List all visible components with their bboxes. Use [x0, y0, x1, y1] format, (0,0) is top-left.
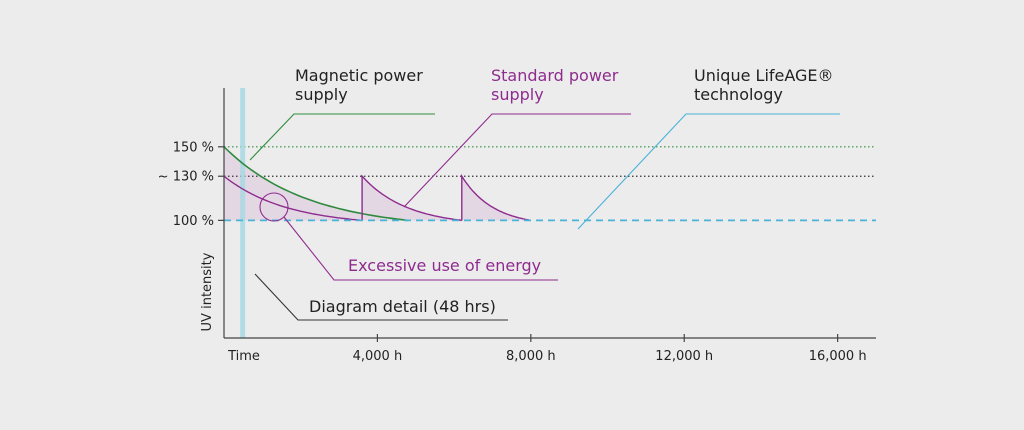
annotation-diagram-detail: Diagram detail (48 hrs) — [309, 297, 496, 316]
callout-standard — [403, 113, 631, 208]
callout-detail — [254, 273, 508, 321]
callout-excessive — [283, 216, 558, 281]
y-axis-label: UV intensity — [200, 252, 215, 331]
x-tick-label-4000: 4,000 h — [353, 349, 403, 364]
diagram-detail-band — [240, 88, 246, 338]
y-tick-label-100: 100 % — [173, 214, 214, 229]
excess-energy-area-3 — [461, 176, 531, 221]
callout-lifeage — [577, 113, 840, 230]
y-tick-label-130: ~ 130 % — [158, 170, 214, 185]
x-axis-label: Time — [227, 349, 260, 364]
y-tick-label-150: 150 % — [173, 140, 214, 155]
series-line-standard-cycle-1 — [223, 175, 363, 222]
x-tick-label-16000: 16,000 h — [809, 349, 867, 364]
annotation-magnetic-power-supply: Magnetic power supply — [295, 66, 423, 104]
series-line-standard-cycle-2 — [361, 174, 462, 222]
series-line-standard-cycle-3 — [461, 173, 531, 222]
annotation-excessive-use-of-energy: Excessive use of energy — [348, 256, 541, 275]
excess-energy-area-2 — [362, 176, 462, 221]
annotation-lifeage-technology: Unique LifeAGE® technology — [694, 66, 834, 104]
series-line-magnetic — [223, 146, 409, 222]
annotation-standard-power-supply: Standard power supply — [491, 66, 619, 104]
callout-magnetic — [249, 113, 435, 161]
x-tick-label-8000: 8,000 h — [506, 349, 556, 364]
x-tick-label-12000: 12,000 h — [655, 349, 713, 364]
callout-circle-excessive — [259, 192, 289, 222]
